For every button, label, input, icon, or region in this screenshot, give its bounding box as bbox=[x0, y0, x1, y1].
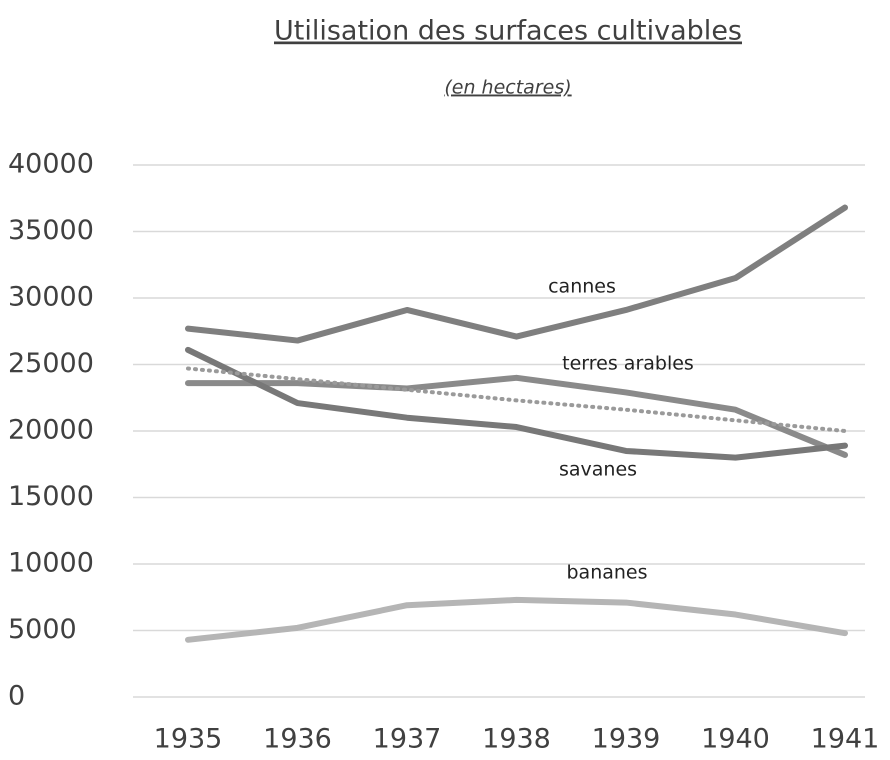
y-tick-label: 5000 bbox=[8, 614, 77, 645]
x-tick-label: 1941 bbox=[811, 724, 880, 755]
y-tick-label: 25000 bbox=[8, 348, 94, 379]
y-tick-label: 30000 bbox=[8, 282, 94, 313]
series-label: cannes bbox=[548, 276, 616, 298]
chart-title: Utilisation des surfaces cultivables bbox=[274, 16, 742, 47]
series-label: bananes bbox=[566, 562, 647, 584]
x-tick-label: 1939 bbox=[592, 724, 661, 755]
trend-line bbox=[186, 366, 847, 433]
y-tick-label: 40000 bbox=[8, 149, 94, 180]
series-label: terres arables bbox=[562, 353, 694, 375]
series-label: savanes bbox=[559, 459, 637, 481]
series-line bbox=[185, 346, 848, 461]
y-tick-label: 20000 bbox=[8, 415, 94, 446]
y-tick-label: 35000 bbox=[8, 215, 94, 246]
x-tick-label: 1936 bbox=[263, 724, 332, 755]
y-tick-label: 0 bbox=[8, 681, 25, 712]
series-line bbox=[185, 596, 848, 643]
x-tick-label: 1935 bbox=[154, 724, 223, 755]
x-tick-label: 1940 bbox=[701, 724, 770, 755]
x-tick-label: 1937 bbox=[373, 724, 442, 755]
chart-subtitle: (en hectares) bbox=[444, 77, 571, 99]
series-line bbox=[185, 204, 848, 344]
y-tick-label: 10000 bbox=[8, 548, 94, 579]
series-line bbox=[185, 374, 848, 458]
x-tick-label: 1938 bbox=[482, 724, 551, 755]
y-tick-label: 15000 bbox=[8, 481, 94, 512]
